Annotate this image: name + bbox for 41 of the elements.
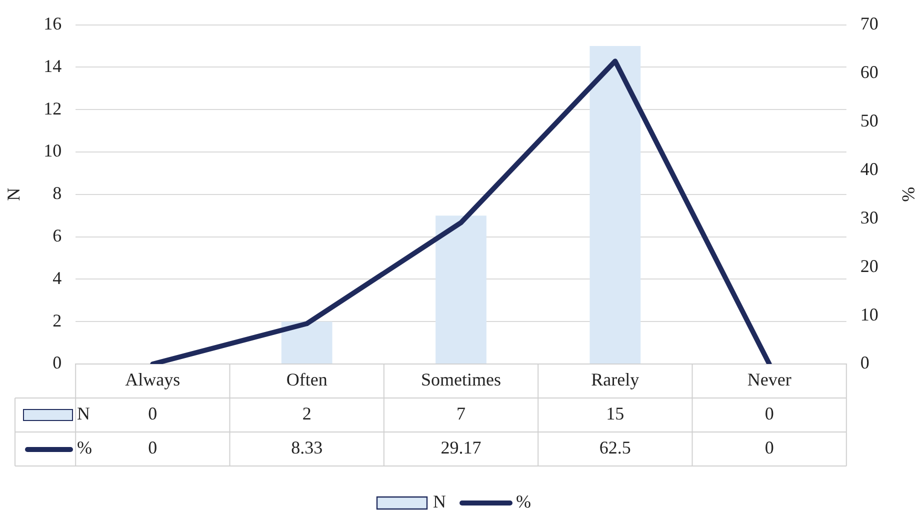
data-label: 29.17	[440, 438, 482, 458]
y-tick-label: 4	[52, 268, 62, 288]
y-tick-label: 8	[52, 183, 62, 204]
text: %	[516, 492, 531, 512]
y2-tick-label: 50	[860, 110, 878, 130]
data-label: 0	[148, 404, 158, 424]
data-label: 0	[148, 438, 158, 458]
bar	[436, 216, 486, 364]
legend-label: %	[77, 438, 92, 458]
legend-label: N	[433, 492, 446, 512]
y-tick-label: 10	[44, 140, 62, 161]
x-tick-label: Always	[125, 370, 180, 390]
y-tick-label: 16	[44, 14, 62, 34]
y-tick-label: 0	[52, 352, 62, 373]
data-label: 0	[764, 438, 774, 458]
data-label: 15	[606, 404, 624, 424]
x-tick-label: Sometimes	[421, 370, 501, 390]
x-tick-label: Rarely	[591, 370, 640, 390]
y2-tick-label: 20	[860, 256, 878, 276]
x-tick-label: Never	[747, 370, 792, 390]
data-label: 2	[302, 404, 312, 424]
bar	[281, 322, 332, 364]
y-axis-title: N	[4, 188, 24, 201]
y2-tick-label: 70	[860, 14, 878, 34]
y2-tick-label: 40	[860, 158, 878, 179]
y-tick-label: 6	[52, 226, 62, 246]
data-label: 62.5	[599, 438, 631, 458]
y-tick-label: 12	[44, 98, 62, 118]
data-label: 0	[764, 404, 774, 424]
text: N	[77, 404, 90, 424]
y-tick-label: 14	[44, 56, 62, 76]
y2-tick-label: 60	[860, 62, 878, 82]
y-tick-label: 2	[52, 310, 62, 330]
y2-tick-label: 0	[860, 352, 870, 373]
x-tick-label: Often	[286, 370, 328, 390]
bar	[590, 46, 641, 364]
data-label: 7	[456, 404, 466, 424]
y2-tick-label: 30	[860, 207, 878, 228]
y2-axis-title: %	[898, 186, 918, 202]
y2-tick-label: 10	[860, 304, 878, 324]
data-label: 8.33	[291, 438, 323, 458]
